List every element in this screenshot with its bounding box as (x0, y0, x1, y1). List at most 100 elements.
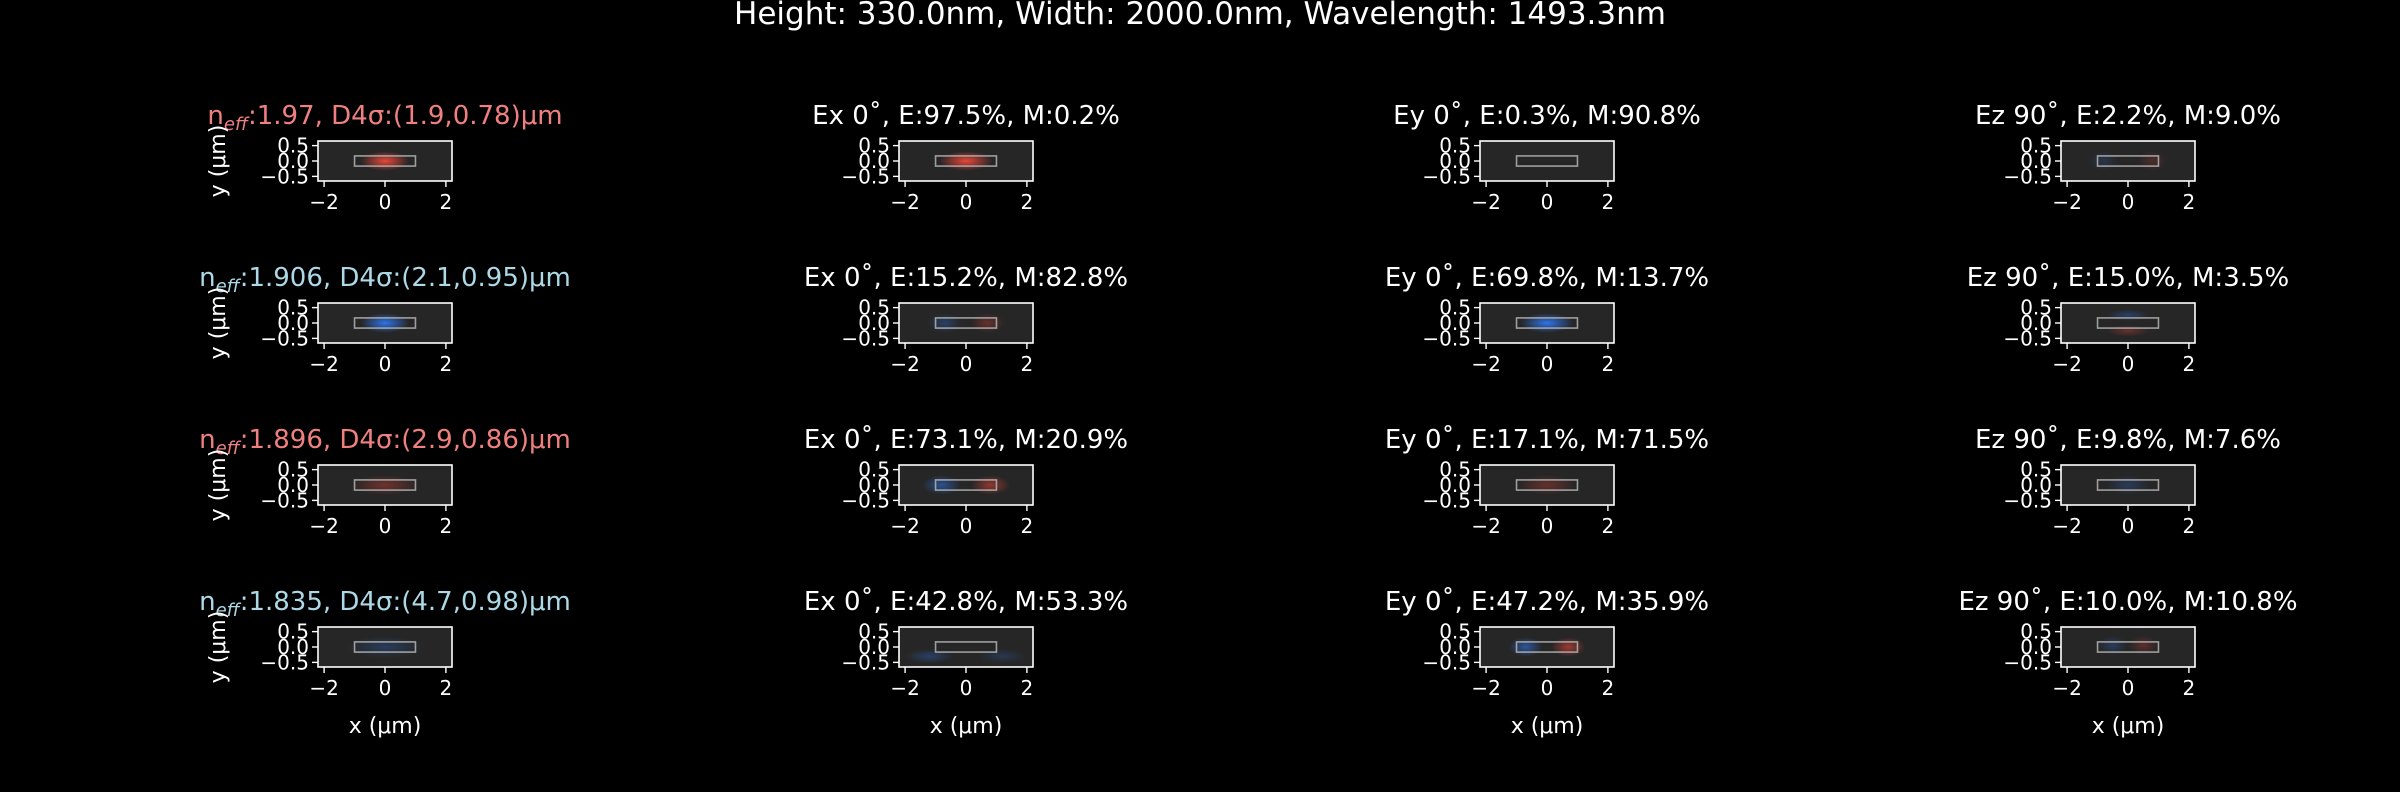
waveguide-core-outline (353, 317, 417, 329)
waveguide-core-outline (1515, 317, 1579, 329)
y-tick-label: 0.0 (1439, 149, 1471, 173)
x-tick-label: −2 (890, 190, 919, 214)
component-title: Ez 90˚, E:9.8%, M:7.6% (1975, 425, 2281, 455)
field-map (2106, 475, 2150, 495)
figure-title: Height: 330.0nm, Width: 2000.0nm, Wavele… (734, 0, 1666, 32)
x-tick-label: 2 (440, 514, 453, 538)
component-title: Ey 0˚, E:0.3%, M:90.8% (1393, 101, 1701, 131)
y-tick-label: 0.5 (1439, 620, 1471, 644)
field-background (1480, 627, 1614, 667)
x-tick-label: 0 (379, 352, 392, 376)
y-axis-label: y (μm) (206, 449, 231, 522)
field-lobe (927, 313, 962, 333)
waveguide-core-outline (1515, 155, 1579, 167)
y-tick-label: 0.0 (858, 149, 890, 173)
y-tick-label: 0.0 (2020, 311, 2052, 335)
x-axis-label: x (μm) (930, 714, 1003, 739)
y-tick-label: −0.5 (2003, 488, 2052, 512)
field-map (346, 636, 424, 658)
x-tick-label: −2 (309, 352, 338, 376)
field-lobe (2089, 151, 2119, 171)
field-map (1517, 475, 1577, 495)
x-tick-label: 0 (1541, 676, 1554, 700)
y-tick-label: 0.5 (2020, 620, 2052, 644)
waveguide-core-outline (353, 479, 417, 491)
y-tick-label: 0.0 (2020, 473, 2052, 497)
y-tick-label: −0.5 (260, 650, 309, 674)
x-tick-label: 2 (2183, 676, 2196, 700)
y-tick-label: −0.5 (260, 326, 309, 350)
x-axis-label: x (μm) (349, 714, 422, 739)
x-tick-label: 2 (1602, 190, 1615, 214)
x-tick-label: −2 (890, 514, 919, 538)
field-lobe (905, 648, 954, 664)
mode-panel-r3-c3: −2 0 2 0.50.0−0.5 Ey 0˚, E:17.1%, M:71.5% (1385, 425, 1709, 538)
field-map (2098, 635, 2158, 656)
waveguide-core-outline (934, 479, 998, 491)
x-tick-label: −2 (309, 190, 338, 214)
y-tick-label: −0.5 (841, 488, 890, 512)
field-lobe (346, 636, 424, 658)
x-tick-label: 0 (1541, 190, 1554, 214)
y-tick-label: −0.5 (841, 326, 890, 350)
y-axis-label: y (μm) (206, 287, 231, 360)
x-tick-label: 2 (1021, 190, 1034, 214)
y-tick-label: 0.0 (277, 635, 309, 659)
y-tick-label: 0.0 (277, 311, 309, 335)
x-tick-label: 2 (440, 676, 453, 700)
y-tick-label: 0.5 (858, 620, 890, 644)
field-map (939, 151, 993, 171)
x-tick-label: −2 (890, 676, 919, 700)
y-tick-label: 0.0 (858, 311, 890, 335)
field-background (1480, 141, 1614, 181)
mode-panel-r3-c1: −2 0 2 0.50.0−0.5 neff:1.896, D4σ:(2.9,0.86)… (199, 425, 571, 538)
field-lobe (978, 648, 1027, 664)
y-tick-label: 0.5 (858, 458, 890, 482)
component-title: Ez 90˚, E:15.0%, M:3.5% (1967, 263, 2290, 293)
component-title: Ex 0˚, E:15.2%, M:82.8% (804, 263, 1128, 293)
y-tick-label: −0.5 (841, 650, 890, 674)
component-title: Ex 0˚, E:97.5%, M:0.2% (812, 101, 1120, 131)
field-background (899, 303, 1033, 343)
y-tick-label: 0.0 (2020, 635, 2052, 659)
x-tick-label: 0 (960, 676, 973, 700)
mode-panel-r3-c4: −2 0 2 0.50.0−0.5 Ez 90˚, E:9.8%, M:7.6% (1975, 425, 2281, 538)
y-tick-label: −0.5 (1422, 650, 1471, 674)
y-tick-label: 0.0 (1439, 635, 1471, 659)
x-tick-label: −2 (890, 352, 919, 376)
y-tick-label: 0.0 (2020, 149, 2052, 173)
mode-panel-r2-c4: −2 0 2 0.50.0−0.5 Ez 90˚, E:15.0%, M:3.5% (1967, 263, 2290, 376)
mode-panel-r4-c4: −2 0 2 0.50.0−0.5 Ez 90˚, E:10.0%, M:10.8% x … (1958, 587, 2297, 739)
x-tick-label: 2 (1602, 352, 1615, 376)
y-axis-label: y (μm) (206, 125, 231, 198)
field-map (360, 151, 410, 171)
field-lobe (2106, 324, 2150, 337)
x-tick-label: 0 (2122, 514, 2135, 538)
field-lobe (2098, 635, 2128, 656)
y-tick-label: 0.5 (277, 620, 309, 644)
x-tick-label: 0 (960, 352, 973, 376)
y-tick-label: −0.5 (1422, 488, 1471, 512)
y-tick-label: 0.0 (1439, 473, 1471, 497)
mode-panel-r1-c4: −2 0 2 0.50.0−0.5 Ez 90˚, E:2.2%, M:9.0% (1975, 101, 2281, 214)
field-lobe (2137, 151, 2167, 171)
field-lobe (2128, 635, 2158, 656)
mode-panel-r1-c3: −2 0 2 0.50.0−0.5 Ey 0˚, E:0.3%, M:90.8% (1393, 101, 1701, 214)
field-lobe (939, 151, 993, 171)
y-tick-label: 0.0 (858, 635, 890, 659)
x-axis-label: x (μm) (2092, 714, 2165, 739)
y-axis-label: y (μm) (206, 611, 231, 684)
y-tick-label: 0.5 (277, 134, 309, 158)
waveguide-core-outline (2096, 155, 2160, 167)
field-background (2061, 627, 2195, 667)
waveguide-core-outline (1515, 479, 1579, 491)
x-tick-label: −2 (2052, 676, 2081, 700)
mode-panel-r1-c1: −2 0 2 0.50.0−0.5 neff:1.97, D4σ:(1.9,0.78)μ… (206, 101, 563, 214)
x-tick-label: 0 (1541, 514, 1554, 538)
component-title: Ey 0˚, E:69.8%, M:13.7% (1385, 263, 1709, 293)
y-tick-label: 0.0 (1439, 311, 1471, 335)
y-tick-label: 0.5 (2020, 134, 2052, 158)
field-lobe (1508, 637, 1543, 657)
mode-panel-r4-c1: −2 0 2 0.50.0−0.5 neff:1.835, D4σ:(4.7,0.98)… (199, 587, 571, 739)
